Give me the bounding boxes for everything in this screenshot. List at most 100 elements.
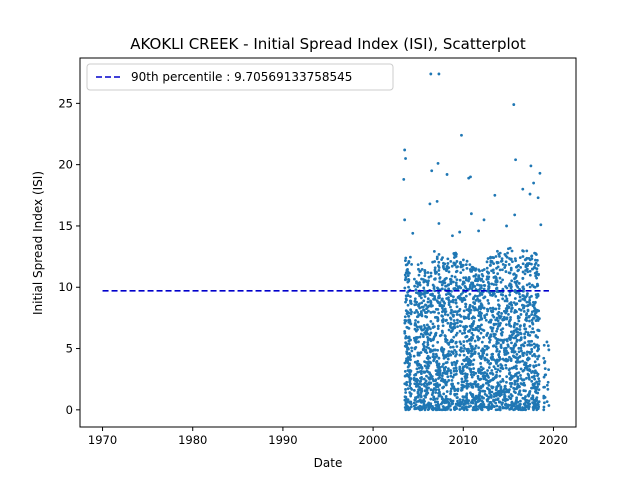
data-point [518,295,522,299]
data-point [528,282,531,286]
data-point [423,384,426,388]
data-point [440,395,444,399]
data-point [442,353,445,357]
data-point [508,319,512,323]
data-point [480,396,484,399]
data-point [530,262,533,266]
data-point [442,392,446,396]
data-point [487,359,491,363]
y-tick-label: 20 [58,158,73,172]
data-point [429,72,433,76]
data-point [485,405,489,409]
data-point [477,274,481,278]
data-point [420,301,424,305]
data-point [458,408,462,411]
data-point [417,340,420,344]
data-point [545,340,549,344]
data-point [505,255,509,259]
data-point [452,262,456,265]
data-point [514,265,518,269]
data-point [501,367,505,371]
data-point [463,328,466,332]
data-point [420,383,423,386]
data-point [451,345,455,349]
data-point [403,315,407,319]
data-point [521,294,525,297]
data-point [416,291,420,295]
data-point [414,336,418,340]
data-point [542,356,546,360]
data-point [422,340,426,344]
data-point [423,360,426,364]
data-point [498,350,501,353]
data-point [403,344,407,348]
data-point [499,380,503,384]
data-point [512,374,516,378]
data-point [404,359,408,363]
data-point [417,303,421,307]
data-point [489,407,493,411]
data-point [468,367,472,371]
x-tick-label: 1970 [88,433,117,447]
data-point [513,382,517,386]
data-point [496,364,500,368]
data-point [525,300,529,304]
data-point [469,401,473,404]
data-point [521,285,525,289]
data-point [428,405,432,409]
data-point [494,345,498,349]
data-point [450,402,454,406]
data-point [436,319,440,323]
data-point [535,386,538,390]
data-point [406,398,410,402]
data-point [536,391,540,395]
data-point [487,384,491,387]
data-point [456,396,459,399]
data-point [497,353,501,357]
data-point [537,354,541,358]
data-point [433,289,437,293]
data-point [452,335,456,339]
data-point [479,386,483,390]
data-point [417,313,421,317]
data-point [435,200,439,203]
data-point [437,253,441,256]
data-point [482,402,486,406]
data-point [430,169,434,173]
data-point [528,192,532,196]
data-point [418,370,422,374]
data-point [458,278,462,282]
data-point [420,268,424,271]
data-point [495,260,499,264]
data-point [433,294,436,298]
data-point [450,340,454,344]
data-point [444,397,448,401]
data-point [536,357,539,361]
data-point [511,348,515,352]
data-point [514,158,517,162]
data-point [455,345,459,348]
data-point [465,277,468,281]
data-point [452,352,455,355]
data-point [491,306,495,310]
data-point [426,309,430,313]
data-point [433,315,437,319]
data-point [404,300,407,304]
data-point [464,335,468,339]
data-point [516,406,520,410]
data-point [440,304,444,308]
data-point [507,247,510,251]
data-point [525,264,528,268]
data-point [458,324,462,328]
data-point [418,294,422,298]
x-tick-label: 2010 [449,433,478,447]
data-point [480,340,484,344]
data-point [474,380,478,384]
data-point [436,403,439,407]
data-point [459,342,463,346]
data-point [443,401,447,405]
data-point [468,305,471,309]
data-point [504,397,508,401]
data-point [473,328,477,332]
data-point [403,331,407,335]
